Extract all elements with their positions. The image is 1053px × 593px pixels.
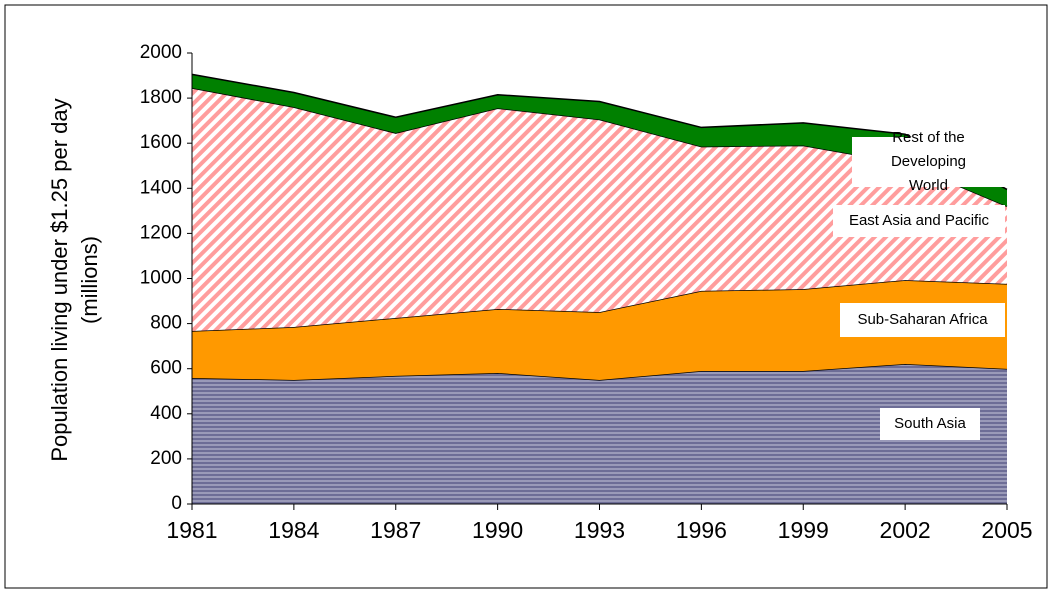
area: [192, 87, 1007, 332]
y-tick-label: 1600: [140, 132, 182, 153]
y-tick-label: 1000: [140, 268, 182, 289]
y-tick-label: 400: [150, 403, 182, 424]
y-axis-label: Population living under $1.25 per day (m…: [47, 98, 102, 462]
x-tick-label: 2005: [981, 517, 1032, 543]
y-tick-label: 600: [150, 358, 182, 379]
y-tick-label: 2000: [140, 42, 182, 63]
x-tick-label: 2002: [880, 517, 931, 543]
area: [192, 280, 1007, 380]
x-tick-label: 1981: [166, 517, 217, 543]
area: [192, 74, 1007, 207]
x-tick-label: 1999: [778, 517, 829, 543]
area-edge: [191, 73, 1008, 191]
x-tick-label: 1996: [676, 517, 727, 543]
area: [192, 363, 1007, 504]
x-tick-label: 1993: [574, 517, 625, 543]
y-tick-label: 1400: [140, 177, 182, 198]
series-label: East Asia and Pacific: [833, 205, 1005, 237]
frame: [4, 4, 1048, 589]
x-tick-label: 1990: [472, 517, 523, 543]
series-label: Sub-Saharan Africa: [840, 303, 1005, 337]
x-tick-label: 1987: [370, 517, 421, 543]
y-tick-label: 800: [150, 313, 182, 334]
y-tick-label: 0: [171, 493, 182, 514]
x-tick-label: 1984: [268, 517, 319, 543]
series-label: South Asia: [880, 408, 980, 440]
series-label: Rest of the Developing World: [852, 129, 1005, 194]
y-tick-label: 1200: [140, 222, 182, 243]
y-tick-label: 1800: [140, 87, 182, 108]
y-tick-label: 200: [150, 448, 182, 469]
